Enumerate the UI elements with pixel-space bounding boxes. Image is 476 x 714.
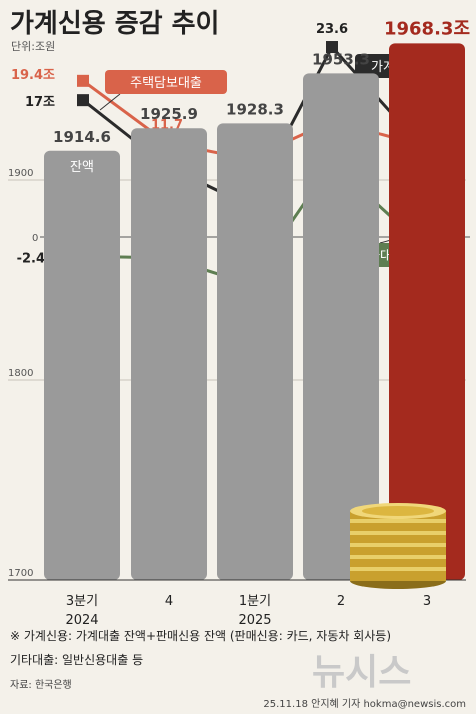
x-tick-label-4: 3 [423,594,431,609]
bar-value-label-2: 1928.3 [226,100,284,118]
bar-value-label-0: 1914.6 [53,128,111,146]
series-1-label-0: 19.4조 [11,68,55,83]
series-0-label-3: 23.6 [316,22,348,37]
y-tick-label-1: 1800 [8,368,33,379]
x-tick-label-3: 2 [337,594,345,609]
y-tick-label-0: 1700 [8,568,33,579]
legend-box-1 [105,70,227,94]
bar-4 [389,43,465,580]
bar-3 [303,73,379,581]
footnote-2: 기타대출: 일반신용대출 등 [10,653,143,667]
credit-label: 25.11.18 안지혜 기자 hokma@newsis.com [263,698,466,710]
x-tick-label-0: 3분기 [66,594,98,609]
series-1-point-0 [77,74,89,87]
legend-label-1: 주택담보대출 [130,76,202,91]
x-tick-label-2: 1분기 [239,594,271,609]
unit-label: 단위:조원 [11,40,55,53]
series-0-point-3 [326,41,338,54]
legend-leader-1 [99,93,121,111]
bar-1 [131,128,207,580]
coin-stack-icon [350,503,446,589]
series-0-label-0: 17조 [25,95,55,110]
newsis-logo: 뉴시스 [312,652,411,693]
bar-value-label-3: 1953.3 [312,50,370,68]
bar-chart: 1700 1800 1900 1914.6 3분기 2024 1925.9 4 1928.3 1분… [8,18,470,628]
series-0-point-0 [77,94,89,107]
bar-0 [44,150,120,581]
bar-value-label-4: 1968.3조 [384,18,470,39]
source-label: 자료: 한국은행 [10,679,72,691]
x-year-label-2: 2025 [238,613,271,628]
bar-2 [217,123,293,581]
x-tick-label-1: 4 [165,594,173,609]
y-tick-label-2: 1900 [8,168,33,179]
bar-inner-label: 잔액 [70,160,94,175]
footnote-1: ※ 가계신용: 가계대출 잔액+판매신용 잔액 (판매신용: 카드, 자동차 회… [10,629,391,643]
zero-tick-label: 0 [32,233,38,244]
chart-title: 가계신용 증감 추이 [10,9,219,39]
x-year-label-0: 2024 [65,613,98,628]
bar-value-label-1: 1925.9 [140,105,198,123]
